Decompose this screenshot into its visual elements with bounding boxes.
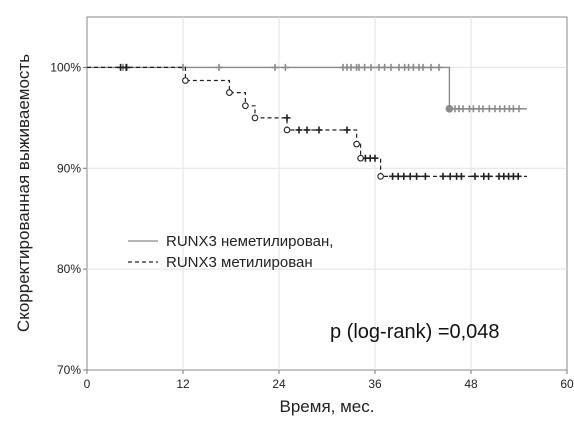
censored-mark-unmethylated bbox=[367, 63, 375, 71]
censored-mark-unmethylated bbox=[459, 105, 467, 113]
x-tick-label: 60 bbox=[560, 377, 574, 391]
y-tick-label: 80% bbox=[57, 262, 81, 276]
censored-mark-methylated bbox=[421, 172, 429, 180]
censored-mark-methylated bbox=[303, 126, 311, 134]
legend: RUNX3 неметилирован, RUNX3 метилирован bbox=[128, 233, 333, 271]
p-value-annotation: p (log-rank) =0,048 bbox=[330, 321, 500, 343]
censored-mark-methylated bbox=[406, 172, 414, 180]
event-marker-methylated bbox=[353, 140, 360, 148]
event-marker-methylated bbox=[242, 102, 249, 110]
y-axis-ticks: 70% 80% 90% 100% bbox=[50, 60, 87, 377]
legend-label-unmethylated: RUNX3 неметилирован, bbox=[166, 233, 333, 250]
censored-mark-unmethylated bbox=[435, 63, 443, 71]
censored-mark-methylated bbox=[514, 172, 522, 180]
legend-label-methylated: RUNX3 метилирован bbox=[166, 254, 313, 271]
x-tick-label: 12 bbox=[176, 377, 190, 391]
censored-mark-unmethylated bbox=[381, 63, 389, 71]
censored-mark-unmethylated bbox=[479, 105, 487, 113]
censored-mark-methylated bbox=[413, 172, 421, 180]
event-marker-methylated bbox=[283, 126, 291, 134]
censored-mark-methylated bbox=[343, 126, 351, 134]
censored-mark-unmethylated bbox=[427, 63, 435, 71]
event-marker-methylated bbox=[377, 173, 384, 180]
censored-mark-methylated bbox=[446, 172, 454, 180]
censored-mark-methylated bbox=[315, 126, 323, 134]
y-axis-title: Скорректированная выживаемость bbox=[14, 54, 33, 332]
censored-mark-unmethylated bbox=[215, 63, 223, 71]
x-tick-label: 36 bbox=[368, 377, 382, 391]
x-tick-label: 0 bbox=[84, 377, 91, 391]
event-marker-methylated bbox=[357, 154, 364, 162]
event-marker-methylated bbox=[251, 114, 259, 122]
survival-series bbox=[87, 63, 527, 180]
censored-mark-methylated bbox=[457, 172, 465, 180]
censored-mark-unmethylated bbox=[271, 63, 279, 71]
censored-mark-methylated bbox=[122, 63, 130, 71]
censored-mark-methylated bbox=[400, 172, 408, 180]
censored-mark-unmethylated bbox=[515, 105, 523, 113]
censored-mark-methylated bbox=[471, 172, 479, 180]
y-tick-label: 90% bbox=[57, 161, 81, 175]
series-methylated bbox=[87, 63, 527, 180]
y-tick-label: 100% bbox=[50, 60, 81, 74]
censored-mark-unmethylated bbox=[361, 63, 369, 71]
event-marker-unmethylated bbox=[445, 104, 454, 113]
censored-mark-unmethylated bbox=[419, 63, 427, 71]
y-tick-label: 70% bbox=[57, 363, 81, 377]
event-marker-methylated bbox=[226, 89, 233, 96]
x-axis-ticks: 0 12 24 36 48 60 bbox=[84, 370, 574, 391]
event-marker-methylated bbox=[182, 77, 189, 84]
censored-mark-methylated bbox=[371, 154, 379, 162]
plot-area bbox=[86, 16, 568, 371]
x-tick-label: 24 bbox=[272, 377, 286, 391]
x-tick-label: 48 bbox=[464, 377, 478, 391]
x-axis-title: Время, мес. bbox=[280, 397, 375, 416]
censored-mark-unmethylated bbox=[387, 63, 395, 71]
censored-mark-unmethylated bbox=[281, 63, 289, 71]
censored-mark-methylated bbox=[295, 126, 303, 134]
censored-mark-methylated bbox=[283, 114, 291, 122]
censored-mark-methylated bbox=[485, 172, 493, 180]
censored-mark-methylated bbox=[439, 172, 447, 180]
